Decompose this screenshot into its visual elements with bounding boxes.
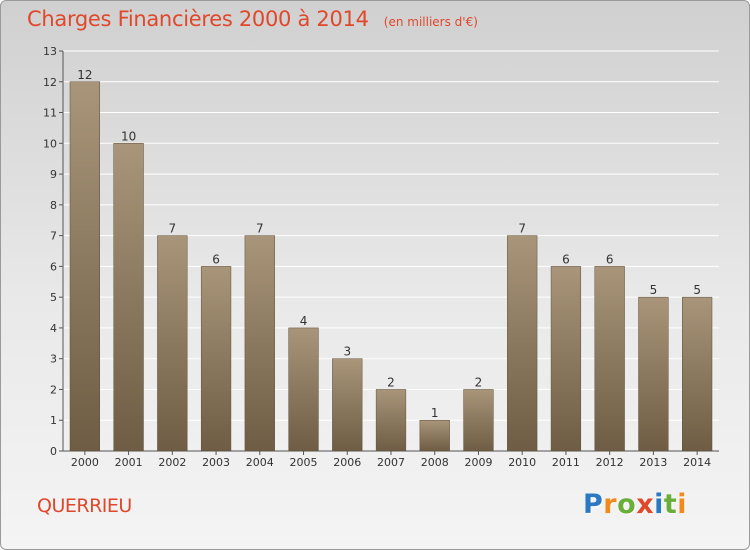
y-tick-label: 11 bbox=[43, 107, 57, 120]
data-label-2010: 7 bbox=[518, 222, 526, 236]
y-tick-label: 12 bbox=[43, 76, 57, 89]
x-tick-label: 2002 bbox=[158, 456, 186, 469]
data-label-2001: 10 bbox=[121, 129, 136, 143]
chart-title: Charges Financières 2000 à 2014 bbox=[27, 7, 369, 31]
x-tick-label: 2005 bbox=[290, 456, 318, 469]
x-tick-label: 2009 bbox=[464, 456, 492, 469]
y-tick-label: 13 bbox=[43, 45, 57, 58]
y-tick-label: 4 bbox=[50, 322, 57, 335]
x-tick-label: 2004 bbox=[246, 456, 274, 469]
data-label-2006: 3 bbox=[343, 345, 351, 359]
x-tick-label: 2008 bbox=[421, 456, 449, 469]
y-tick-label: 2 bbox=[50, 383, 57, 396]
bar-2012 bbox=[594, 266, 625, 452]
y-tick-label: 0 bbox=[50, 445, 57, 458]
data-label-2000: 12 bbox=[77, 68, 92, 82]
data-label-2013: 5 bbox=[650, 283, 658, 297]
chart-subtitle: (en milliers d'€) bbox=[383, 15, 478, 29]
logo-letter: x bbox=[636, 489, 655, 520]
bar-2000 bbox=[69, 81, 100, 452]
bars bbox=[69, 81, 713, 452]
data-label-2002: 7 bbox=[169, 222, 177, 236]
data-label-2005: 4 bbox=[300, 314, 308, 328]
bar-2006 bbox=[332, 358, 363, 452]
y-tick-label: 8 bbox=[50, 199, 57, 212]
x-tick-label: 2007 bbox=[377, 456, 405, 469]
bar-2007 bbox=[375, 389, 407, 452]
data-label-2009: 2 bbox=[475, 375, 483, 389]
bar-2009 bbox=[463, 389, 494, 452]
y-tick-label: 1 bbox=[50, 414, 57, 427]
bar-2013 bbox=[638, 296, 669, 452]
logo-letter: i bbox=[654, 489, 664, 520]
x-tick-label: 2013 bbox=[639, 456, 667, 469]
x-tick-label: 2006 bbox=[333, 456, 361, 469]
proxiti-logo: Proxiti bbox=[583, 489, 687, 520]
data-label-2004: 7 bbox=[256, 222, 264, 236]
bar-2011 bbox=[550, 266, 582, 452]
y-tick-label: 9 bbox=[50, 168, 57, 181]
logo-letter: i bbox=[677, 489, 688, 520]
data-label-2008: 1 bbox=[431, 406, 439, 420]
y-tick-label: 5 bbox=[50, 291, 57, 304]
y-tick-label: 10 bbox=[43, 137, 57, 150]
x-tick-label: 2000 bbox=[71, 456, 99, 469]
bar-2003 bbox=[200, 266, 232, 452]
bar-2004 bbox=[244, 235, 275, 452]
data-label-2014: 5 bbox=[693, 283, 701, 297]
logo-letter: r bbox=[603, 489, 618, 520]
data-label-2012: 6 bbox=[606, 252, 614, 266]
bar-2014 bbox=[682, 296, 713, 452]
bar-2001 bbox=[113, 143, 144, 452]
chart-header: Charges Financières 2000 à 2014 (en mill… bbox=[27, 7, 478, 31]
logo-letter: P bbox=[583, 489, 604, 520]
place-name: QUERRIEU bbox=[37, 495, 132, 517]
y-tick-label: 3 bbox=[50, 353, 57, 366]
bar-2008 bbox=[419, 419, 450, 452]
x-tick-label: 2010 bbox=[508, 456, 536, 469]
x-tick-label: 2014 bbox=[683, 456, 711, 469]
data-label-2011: 6 bbox=[562, 252, 570, 266]
logo-letter: o bbox=[617, 489, 637, 520]
bar-2005 bbox=[288, 327, 319, 452]
x-tick-label: 2011 bbox=[552, 456, 580, 469]
bar-2002 bbox=[157, 235, 188, 452]
data-label-2007: 2 bbox=[387, 375, 395, 389]
data-label-2003: 6 bbox=[212, 252, 220, 266]
x-tick-label: 2012 bbox=[596, 456, 624, 469]
bar-2010 bbox=[507, 235, 538, 452]
y-tick-label: 7 bbox=[50, 230, 57, 243]
x-tick-label: 2001 bbox=[115, 456, 143, 469]
logo-letter: t bbox=[663, 489, 678, 520]
y-tick-label: 6 bbox=[50, 260, 57, 273]
x-tick-label: 2003 bbox=[202, 456, 230, 469]
